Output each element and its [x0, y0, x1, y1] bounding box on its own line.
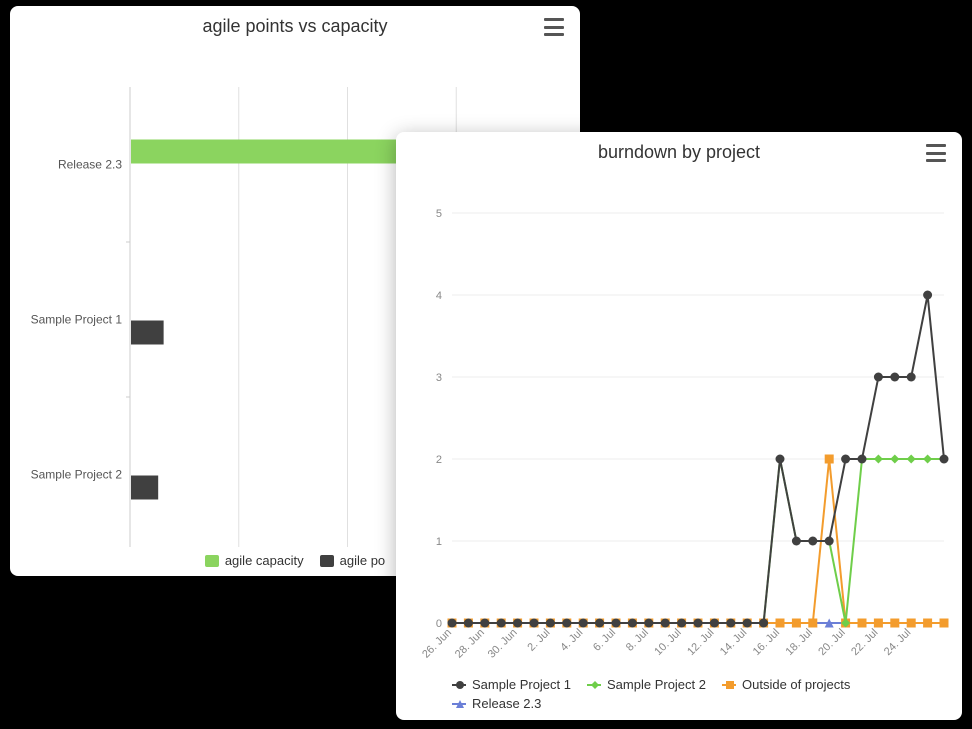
legend-label: Release 2.3	[472, 696, 541, 711]
x-axis-label: 12. Jul	[685, 627, 716, 658]
legend-label: agile capacity	[225, 553, 304, 568]
y-axis-label: Release 2.3	[58, 158, 122, 172]
legend-marker-icon	[452, 678, 466, 692]
legend-item[interactable]: Sample Project 2	[587, 677, 706, 692]
x-axis-label: 18. Jul	[784, 627, 815, 658]
x-axis-label: 6. Jul	[591, 627, 618, 654]
svg-text:3: 3	[436, 372, 442, 384]
legend-swatch	[320, 555, 334, 567]
x-axis-label: 8. Jul	[624, 627, 651, 654]
hamburger-menu-icon[interactable]	[544, 18, 564, 36]
legend-marker-icon	[722, 678, 736, 692]
x-axis-label: 24. Jul	[882, 627, 913, 658]
x-axis-label: 26. Jun	[420, 627, 454, 661]
burndown-chart-card: burndown by project 0 1 2 3 4 5 26. Jun28. Jun…	[396, 132, 962, 720]
svg-text:4: 4	[436, 290, 442, 302]
y-axis-label: Sample Project 1	[31, 313, 123, 327]
legend-item[interactable]: agile po	[320, 553, 386, 568]
legend-item[interactable]: Sample Project 1	[452, 677, 571, 692]
svg-text:1: 1	[436, 536, 442, 548]
legend-swatch	[205, 555, 219, 567]
legend-item[interactable]: agile capacity	[205, 553, 304, 568]
legend-item[interactable]: Outside of projects	[722, 677, 850, 692]
legend-label: Sample Project 2	[607, 677, 706, 692]
x-axis-label: 2. Jul	[525, 627, 552, 654]
x-axis-label: 20. Jul	[816, 627, 847, 658]
legend-marker-icon	[587, 678, 601, 692]
legend-label: Outside of projects	[742, 677, 850, 692]
x-axis-label: 10. Jul	[652, 627, 683, 658]
bar-agile-points[interactable]	[131, 321, 164, 345]
bar-agile-points[interactable]	[131, 476, 158, 500]
legend-label: agile po	[340, 553, 386, 568]
x-axis-label: 14. Jul	[718, 627, 749, 658]
capacity-chart-title: agile points vs capacity	[10, 6, 580, 37]
x-axis-label: 30. Jun	[486, 627, 520, 661]
legend-label: Sample Project 1	[472, 677, 571, 692]
svg-text:0: 0	[436, 618, 442, 630]
svg-text:2: 2	[436, 454, 442, 466]
burndown-chart-legend: Sample Project 1 Sample Project 2 Outside …	[396, 671, 962, 723]
x-axis-label: 28. Jun	[453, 627, 487, 661]
x-axis-label: 22. Jul	[849, 627, 880, 658]
hamburger-menu-icon[interactable]	[926, 144, 946, 162]
y-axis-label: Sample Project 2	[31, 468, 123, 482]
svg-text:5: 5	[436, 208, 442, 220]
legend-marker-icon	[452, 697, 466, 711]
x-axis-label: 16. Jul	[751, 627, 782, 658]
burndown-chart-plot: 0 1 2 3 4 5 26. Jun28. Jun30. Jun2. Jul4. Jul6…	[396, 163, 962, 671]
burndown-chart-title: burndown by project	[396, 132, 962, 163]
legend-item[interactable]: Release 2.3	[452, 696, 541, 711]
x-axis-label: 4. Jul	[558, 627, 585, 654]
